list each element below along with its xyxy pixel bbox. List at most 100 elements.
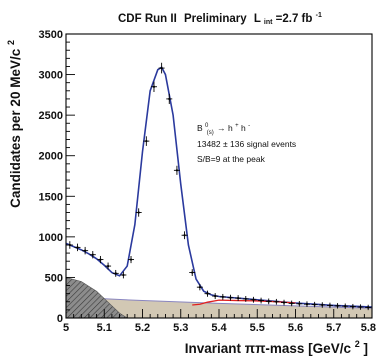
data-point-marker xyxy=(244,297,247,301)
data-point-marker xyxy=(328,304,332,307)
decay-h1-sup: + xyxy=(235,123,239,129)
data-point xyxy=(120,271,127,279)
data-point xyxy=(334,303,341,309)
y-tick-label: 2000 xyxy=(39,151,63,163)
data-point-marker xyxy=(206,292,209,295)
data-point-marker xyxy=(76,246,79,249)
y-tick-label: 1000 xyxy=(39,232,63,244)
data-point xyxy=(143,136,150,146)
title-lumi-exponent: -1 xyxy=(316,12,322,19)
plot-frame xyxy=(65,33,373,319)
y-axis-title-main: Candidates per 20 MeV/c xyxy=(8,48,23,208)
chart-title: CDF Run II Preliminary L int =2.7 fb -1 xyxy=(118,12,322,27)
data-point xyxy=(181,231,188,240)
data-point-marker xyxy=(237,297,240,300)
x-tick-label: 5.4 xyxy=(211,322,227,334)
fit-curves xyxy=(65,66,373,308)
y-tick-labels: 0 500 1000 1500 2000 2500 3000 3500 xyxy=(39,29,63,325)
title-lumi-subscript: int xyxy=(264,19,273,26)
decay-sup: 0 xyxy=(205,123,209,129)
data-point-marker xyxy=(267,300,270,303)
decay-B: B xyxy=(197,123,203,133)
data-point-marker xyxy=(298,302,301,305)
annotation-signal: 13482 ± 136 signal events xyxy=(197,139,296,149)
data-point xyxy=(166,93,173,105)
data-point xyxy=(235,295,242,302)
y-tick-label: 3500 xyxy=(39,29,63,41)
data-point-marker xyxy=(336,304,339,307)
data-point xyxy=(349,303,356,310)
title-lumi-symbol: L xyxy=(254,13,261,25)
data-point-marker xyxy=(221,295,224,299)
x-tick-label: 5.6 xyxy=(288,322,303,334)
y-tick-label: 3000 xyxy=(39,70,63,82)
title-lumi-value: =2.7 fb xyxy=(276,13,313,25)
data-point-marker xyxy=(259,299,263,302)
partial-reco-background-band xyxy=(65,277,129,319)
data-point xyxy=(357,304,364,310)
y-axis-title: Candidates per 20 MeV/c 2 xyxy=(6,40,23,208)
y-tick-label: 0 xyxy=(57,313,63,325)
data-point xyxy=(311,301,318,308)
data-point xyxy=(365,304,372,311)
x-tick-label: 5.1 xyxy=(97,322,112,334)
data-point xyxy=(326,302,333,309)
x-axis-title-close: ] xyxy=(364,341,369,356)
data-point-marker xyxy=(198,286,201,289)
data-point xyxy=(158,62,165,74)
y-tick-label: 500 xyxy=(45,272,63,284)
data-point xyxy=(82,246,89,255)
data-point-marker xyxy=(84,249,87,252)
decay-h2-sup: - xyxy=(248,123,250,129)
y-tick-label: 1500 xyxy=(39,191,63,203)
x-tick-label: 5.5 xyxy=(250,322,265,334)
axis-ticks xyxy=(65,33,373,319)
data-point xyxy=(319,302,326,308)
data-point xyxy=(273,298,280,305)
data-point-marker xyxy=(305,303,309,306)
data-point-marker xyxy=(367,306,370,309)
data-point xyxy=(112,269,119,277)
x-tick-label: 5 xyxy=(63,322,69,334)
data-point xyxy=(258,297,265,304)
data-point xyxy=(128,255,135,264)
data-point-marker xyxy=(191,271,194,274)
data-point xyxy=(135,208,142,217)
data-point-marker xyxy=(106,264,110,268)
data-point-marker xyxy=(359,305,362,309)
data-point xyxy=(219,293,226,300)
x-tick-label: 5.7 xyxy=(326,322,341,334)
data-point xyxy=(303,301,310,307)
total-fit-curve xyxy=(65,66,373,308)
data-points xyxy=(66,62,372,311)
y-tick-label: 2500 xyxy=(39,110,63,122)
data-point xyxy=(74,243,81,252)
data-point xyxy=(242,296,249,302)
annotation-block: B 0 (s) → h + h - 13482 ± 136 signal eve… xyxy=(197,123,296,164)
data-point xyxy=(281,299,288,306)
data-point xyxy=(296,301,303,307)
data-point-marker xyxy=(91,253,94,256)
x-tick-label: 5.2 xyxy=(135,322,150,334)
x-axis-title-exponent: 2 xyxy=(355,339,360,349)
data-point-marker xyxy=(175,169,179,172)
decay-sub: (s) xyxy=(207,130,214,136)
x-axis-title-main: Invariant ππ-mass [GeV/c xyxy=(185,341,352,356)
data-point-marker xyxy=(275,300,278,303)
data-point-marker xyxy=(114,272,117,275)
y-axis-title-exponent: 2 xyxy=(6,40,16,45)
data-point xyxy=(97,255,104,264)
data-point xyxy=(342,303,349,309)
data-point xyxy=(250,296,257,303)
x-tick-labels: 5 5.1 5.2 5.3 5.4 5.5 5.6 5.7 5.8 xyxy=(63,322,376,334)
data-point-marker xyxy=(321,303,324,307)
red-component-curve xyxy=(192,299,296,306)
title-experiment: CDF Run II xyxy=(118,13,177,25)
title-status: Preliminary xyxy=(184,13,247,25)
data-point-marker xyxy=(152,85,156,88)
data-point xyxy=(189,269,196,276)
data-point xyxy=(204,290,211,297)
data-point-marker xyxy=(252,298,255,301)
data-point-marker xyxy=(160,66,163,70)
